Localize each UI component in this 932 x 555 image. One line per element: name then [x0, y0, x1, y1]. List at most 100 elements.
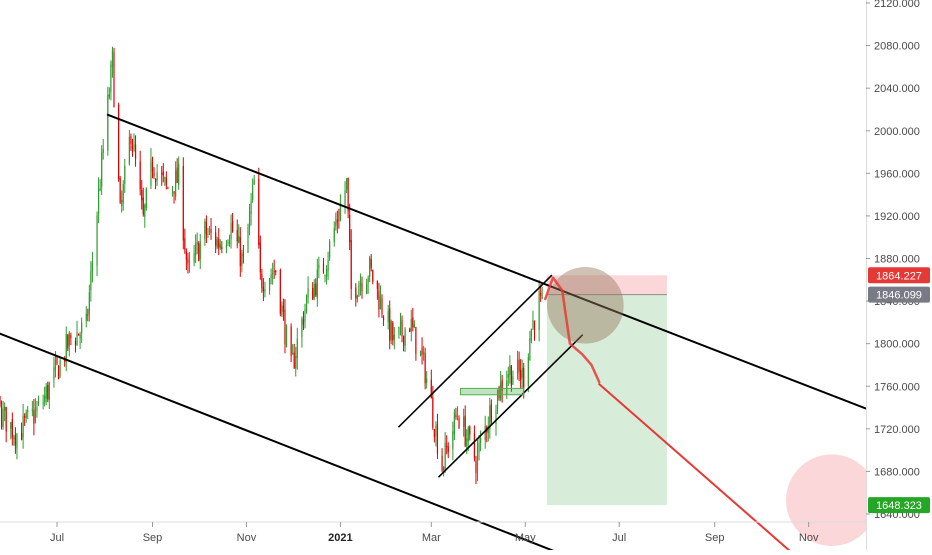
candle-down [290, 326, 292, 356]
candle-down [475, 460, 477, 474]
candle-down [378, 291, 380, 310]
candle-up [107, 94, 109, 151]
candle-up [31, 409, 33, 412]
candle-up [339, 204, 342, 220]
candle-up [264, 288, 266, 293]
candle-up [145, 188, 147, 208]
candle-up [99, 188, 101, 191]
candle-down [490, 404, 492, 423]
candle-down [350, 239, 352, 290]
y-tick-label: 1920.000 [874, 211, 920, 223]
candle-up [443, 467, 445, 470]
candle-up [25, 412, 27, 419]
candle-down [389, 308, 391, 341]
candle-down [33, 410, 35, 424]
candle-down [315, 283, 317, 296]
candle-down [154, 179, 157, 182]
candle-up [390, 321, 392, 340]
candle-up [529, 338, 531, 361]
candle-down [236, 229, 238, 242]
y-tick-label: 2080.000 [874, 41, 920, 53]
candle-down [284, 309, 286, 345]
candle-up [478, 443, 480, 452]
candle-up [419, 350, 422, 356]
rising-channel-upper-line [398, 274, 553, 428]
y-tick-label: 2000.000 [874, 126, 920, 138]
candle-down [540, 292, 542, 296]
candle-up [296, 338, 298, 359]
candle-down [433, 429, 435, 438]
candle-up [333, 228, 335, 242]
candle-up [318, 264, 320, 269]
candle-up [81, 322, 83, 333]
candle-up [329, 241, 331, 258]
candle-up [399, 321, 402, 326]
x-tick-label: Nov [799, 532, 819, 544]
candle-up [316, 269, 318, 299]
candle-down [47, 385, 49, 400]
candle-down [57, 366, 60, 380]
candle-down [134, 144, 137, 159]
candle-up [532, 320, 534, 328]
candle-up [207, 233, 209, 236]
candle-up [53, 367, 55, 380]
candle-up [101, 152, 103, 187]
candle-down [455, 414, 457, 418]
descending-channel-lower-line [0, 332, 555, 550]
candle-up [90, 270, 92, 290]
candle-down [409, 328, 411, 332]
candle-down [402, 335, 405, 346]
y-tick-label: 1680.000 [874, 466, 920, 478]
candle-up [479, 438, 482, 443]
candle-down [415, 327, 417, 355]
candle-up [252, 185, 254, 201]
candle-down [151, 162, 154, 172]
candle-up [108, 94, 110, 97]
candle-up [36, 406, 38, 412]
target-zone-circle [786, 454, 866, 546]
candle-down [165, 177, 167, 185]
x-tick-label: 2021 [328, 532, 352, 544]
candle-down [210, 229, 212, 234]
candle-up [452, 431, 454, 450]
candle-up [324, 275, 326, 277]
candle-up [133, 144, 135, 152]
candle-up [34, 408, 37, 422]
candle-down [338, 219, 340, 221]
candle-down [218, 238, 220, 248]
candle-up [509, 365, 511, 376]
candle-up [91, 263, 94, 272]
candle-up [88, 292, 90, 315]
y-tick-label: 1800.000 [874, 339, 920, 351]
candle-up [272, 273, 274, 275]
candle-up [97, 188, 100, 214]
candle-down [282, 305, 285, 312]
candle-up [404, 329, 406, 347]
candle-down [77, 333, 80, 336]
candle-down [173, 191, 175, 194]
candle-down [293, 352, 295, 368]
candle-up [241, 252, 243, 267]
candle-down [518, 359, 520, 372]
candle-down [215, 232, 217, 246]
candle-up [292, 353, 294, 355]
candle-down [167, 187, 169, 189]
candle-up [76, 332, 78, 346]
candle-up [301, 318, 303, 338]
candle-down [372, 269, 374, 282]
candle-up [285, 326, 288, 348]
candle-up [295, 355, 297, 369]
candle-up [344, 190, 346, 206]
candle-up [238, 235, 240, 243]
candle-up [111, 50, 114, 67]
candle-down [424, 353, 426, 384]
candle-down [231, 221, 234, 232]
candle-up [208, 229, 211, 232]
candle-up [225, 244, 228, 248]
candle-down [275, 270, 277, 272]
candle-up [144, 204, 146, 217]
candle-up [124, 165, 126, 184]
candle-up [216, 239, 218, 248]
candle-down [56, 357, 58, 364]
